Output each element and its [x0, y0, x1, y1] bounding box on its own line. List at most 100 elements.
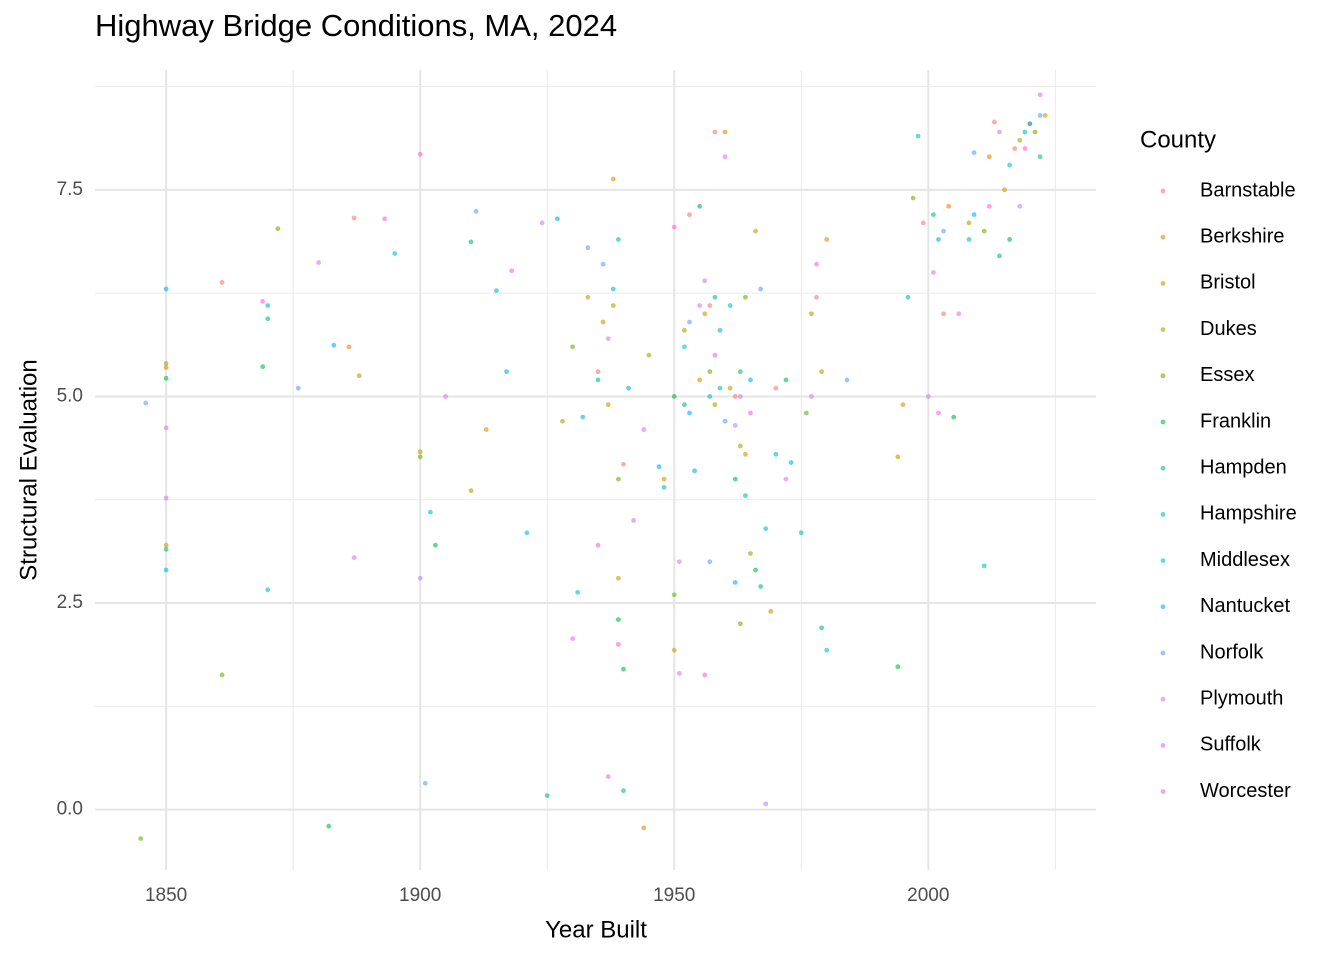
legend-label: Nantucket	[1200, 595, 1290, 617]
legend-key	[1160, 465, 1166, 471]
point	[783, 476, 789, 482]
legend-title: County	[1140, 126, 1216, 153]
point	[417, 575, 423, 581]
legend-label: Hampden	[1200, 456, 1287, 478]
point	[712, 129, 718, 135]
point	[742, 451, 748, 457]
point	[798, 530, 804, 536]
point	[753, 567, 758, 573]
point	[814, 261, 819, 267]
point	[356, 373, 362, 379]
point	[417, 454, 423, 460]
point	[966, 237, 972, 242]
point	[986, 203, 992, 209]
point	[621, 788, 626, 794]
point	[931, 270, 936, 275]
point	[737, 394, 743, 399]
legend-label: Worcester	[1200, 780, 1291, 802]
point	[946, 203, 952, 209]
point	[773, 451, 779, 457]
point	[585, 245, 591, 251]
point	[595, 542, 601, 548]
point	[803, 410, 809, 416]
chart-title: Highway Bridge Conditions, MA, 2024	[95, 8, 617, 43]
point	[163, 542, 169, 548]
point	[544, 793, 550, 799]
point	[727, 303, 733, 308]
point	[605, 774, 611, 780]
point	[773, 385, 779, 391]
point	[758, 286, 764, 292]
point	[631, 518, 637, 523]
point	[600, 261, 606, 267]
point	[905, 294, 911, 300]
point	[737, 443, 743, 449]
point	[702, 278, 708, 284]
point	[717, 327, 723, 333]
point	[682, 402, 687, 408]
point	[936, 410, 941, 416]
x-tick-label: 1900	[399, 885, 441, 906]
y-axis-title: Structural Evaluation	[15, 359, 42, 580]
x-tick-label: 1950	[653, 885, 695, 906]
point	[763, 801, 769, 807]
point	[687, 212, 692, 218]
point	[610, 286, 616, 292]
point	[219, 672, 225, 678]
point	[326, 823, 332, 829]
point	[748, 551, 753, 556]
point	[925, 394, 931, 399]
point	[712, 352, 718, 358]
point	[676, 670, 682, 676]
legend-key	[1160, 789, 1166, 794]
point	[615, 575, 621, 581]
point	[615, 641, 621, 647]
legend-label: Hampshire	[1200, 503, 1297, 525]
legend-label: Bristol	[1200, 272, 1256, 294]
point	[682, 344, 687, 350]
point	[656, 464, 662, 470]
point	[494, 288, 499, 294]
point	[671, 394, 677, 399]
point	[382, 216, 388, 222]
point	[824, 237, 830, 242]
point	[621, 666, 626, 672]
point	[956, 311, 962, 317]
point	[819, 625, 825, 631]
point	[417, 151, 423, 157]
point	[707, 559, 713, 565]
point	[682, 327, 687, 333]
point	[971, 212, 977, 218]
y-tick-label: 7.5	[57, 179, 83, 200]
legend-label: Franklin	[1200, 410, 1271, 432]
point	[265, 316, 271, 322]
point	[1017, 203, 1023, 209]
point	[1002, 187, 1007, 193]
legend-key	[1160, 373, 1166, 379]
point	[1037, 113, 1043, 118]
point	[1012, 146, 1018, 151]
point	[671, 647, 677, 653]
point	[143, 400, 149, 406]
point	[1027, 121, 1033, 127]
point	[697, 377, 703, 383]
legend-label: Berkshire	[1200, 225, 1284, 247]
point	[641, 825, 647, 831]
legend-key	[1160, 512, 1166, 517]
point	[163, 365, 169, 370]
point	[1017, 137, 1023, 143]
point	[265, 587, 271, 593]
point	[900, 402, 906, 408]
point	[748, 410, 753, 416]
point	[351, 215, 357, 221]
point	[697, 203, 703, 209]
point	[732, 394, 738, 399]
point	[621, 461, 626, 467]
point	[661, 476, 667, 482]
point	[1022, 129, 1028, 135]
point	[986, 154, 992, 160]
point	[783, 377, 789, 383]
legend-label: Barnstable	[1200, 179, 1296, 201]
point	[275, 226, 281, 232]
